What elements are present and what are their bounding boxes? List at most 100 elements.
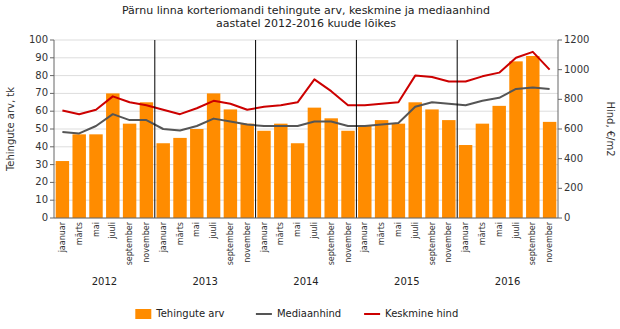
x-tick-label: märts bbox=[276, 222, 285, 245]
y-axis bbox=[54, 40, 55, 218]
legend-swatch bbox=[135, 309, 151, 319]
bar bbox=[173, 138, 186, 218]
y-tick-label: 100 bbox=[29, 34, 48, 45]
bar bbox=[106, 93, 119, 218]
x-tick-label: september bbox=[327, 221, 336, 265]
bar bbox=[72, 134, 85, 218]
grid-line bbox=[54, 218, 558, 219]
y2-tick-label: 0 bbox=[564, 212, 570, 223]
x-tick-label: november bbox=[444, 221, 453, 262]
legend-swatch bbox=[256, 313, 272, 315]
bar bbox=[224, 109, 237, 218]
year-label: 2012 bbox=[92, 276, 117, 287]
grid-line bbox=[54, 111, 558, 112]
x-tick-label: jaanuar bbox=[260, 221, 269, 253]
grid-line bbox=[54, 93, 558, 94]
x-tick-label: juuli bbox=[209, 222, 218, 240]
bar bbox=[392, 124, 405, 218]
y2-tick-label: 600 bbox=[564, 123, 583, 134]
plot-marks bbox=[56, 52, 557, 218]
bar bbox=[425, 109, 438, 218]
tick-mark bbox=[50, 146, 54, 147]
tick-mark bbox=[50, 129, 54, 130]
tick-mark bbox=[50, 164, 54, 165]
x-tick-label: mai bbox=[495, 222, 504, 237]
tick-mark bbox=[50, 57, 54, 58]
x-tick-label: november bbox=[344, 221, 353, 262]
y2-axis-label: Hind, €/m2 bbox=[605, 101, 616, 156]
y-tick-label: 10 bbox=[35, 194, 48, 205]
bar bbox=[358, 125, 371, 218]
x-tick-label: mai bbox=[192, 222, 201, 237]
bar bbox=[190, 129, 203, 218]
y-axis-label: Tehingute arv, tk bbox=[5, 87, 16, 172]
x-tick-label: mai bbox=[92, 222, 101, 237]
y-tick-label: 30 bbox=[35, 159, 48, 170]
tick-mark bbox=[558, 218, 562, 219]
bar bbox=[89, 134, 102, 218]
tick-mark bbox=[558, 158, 562, 159]
x-axis bbox=[54, 218, 558, 219]
x-tick-label: jaanuar bbox=[159, 221, 168, 253]
y-tick-label: 40 bbox=[35, 141, 48, 152]
x-tick-label: september bbox=[125, 221, 134, 265]
tick-mark bbox=[558, 69, 562, 70]
bar bbox=[476, 124, 489, 218]
tick-mark bbox=[50, 75, 54, 76]
year-separator bbox=[356, 40, 357, 218]
legend: Tehingute arvMediaanhindKeskmine hind bbox=[135, 308, 458, 319]
x-tick-label: juuli bbox=[108, 222, 117, 240]
year-label: 2016 bbox=[495, 276, 520, 287]
x-tick-label: september bbox=[428, 221, 437, 265]
tick-mark bbox=[558, 188, 562, 189]
legend-label: Mediaanhind bbox=[277, 308, 341, 319]
tick-mark bbox=[50, 218, 54, 219]
tick-mark bbox=[50, 182, 54, 183]
bar bbox=[207, 93, 220, 218]
bar bbox=[123, 124, 136, 218]
y-tick-label: 50 bbox=[35, 123, 48, 134]
legend-label: Keskmine hind bbox=[385, 308, 458, 319]
y-tick-label: 60 bbox=[35, 105, 48, 116]
title: Pärnu linna korteriomandi tehingute arv,… bbox=[122, 4, 490, 30]
x-tick-label: november bbox=[545, 221, 554, 262]
line bbox=[62, 52, 549, 114]
x-tick-label: märts bbox=[377, 222, 386, 245]
y-tick-label: 90 bbox=[35, 52, 48, 63]
year-label: 2014 bbox=[293, 276, 318, 287]
tick-mark bbox=[50, 93, 54, 94]
chart: Pärnu linna korteriomandi tehingute arv,… bbox=[0, 0, 620, 329]
bar bbox=[509, 61, 522, 218]
year-label: 2015 bbox=[394, 276, 419, 287]
bar bbox=[442, 120, 455, 218]
y2-tick-label: 1200 bbox=[564, 34, 589, 45]
bar bbox=[56, 161, 69, 218]
x-tick-label: november bbox=[142, 221, 151, 262]
bar bbox=[324, 118, 337, 218]
bar bbox=[308, 108, 321, 218]
bar bbox=[408, 102, 421, 218]
x-tick-label: märts bbox=[75, 222, 84, 245]
bar bbox=[257, 131, 270, 218]
y-tick-label: 20 bbox=[35, 176, 48, 187]
y2-tick-label: 800 bbox=[564, 93, 583, 104]
bar bbox=[526, 56, 539, 218]
y-tick-label: 80 bbox=[35, 70, 48, 81]
x-tick-label: september bbox=[528, 221, 537, 265]
bar bbox=[459, 145, 472, 218]
line bbox=[62, 87, 549, 133]
x-tick-label: mai bbox=[394, 222, 403, 237]
tick-mark bbox=[558, 129, 562, 130]
bar bbox=[341, 131, 354, 218]
x-tick-label: november bbox=[243, 221, 252, 262]
year-separator bbox=[255, 40, 256, 218]
year-separator bbox=[457, 40, 458, 218]
y2-tick-label: 400 bbox=[564, 153, 583, 164]
y2-tick-label: 1000 bbox=[564, 64, 589, 75]
y-tick-label: 70 bbox=[35, 87, 48, 98]
x-tick-label: jaanuar bbox=[461, 221, 470, 253]
x-tick-label: märts bbox=[176, 222, 185, 245]
bar bbox=[543, 122, 556, 218]
y-tick-label: 0 bbox=[42, 212, 48, 223]
x-tick-label: mai bbox=[293, 222, 302, 237]
